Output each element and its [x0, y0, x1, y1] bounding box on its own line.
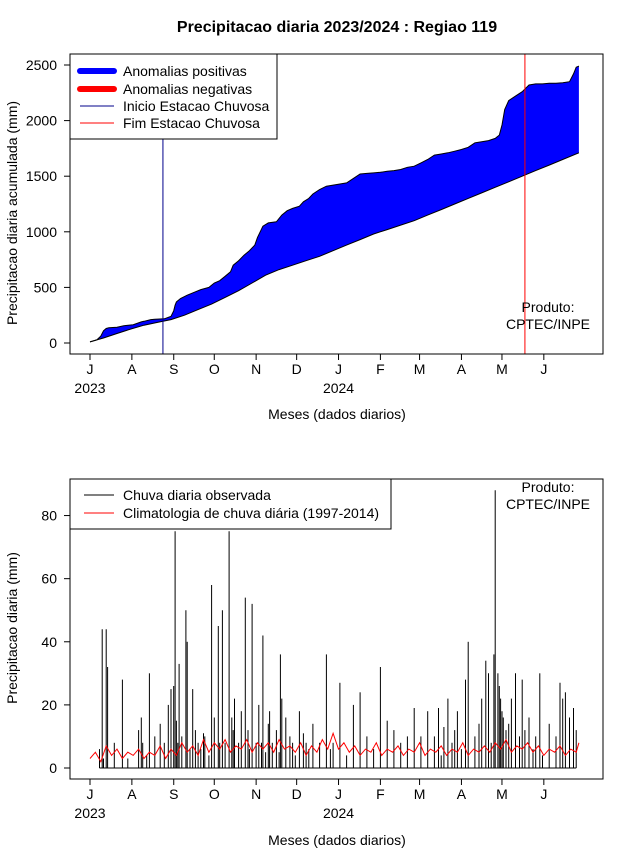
bottom-x-tick-label: J: [87, 786, 94, 802]
cumulative-chart: J A S O N D J F M A M J 2023 2024 0 500 1000 1500 2000 2500…: [4, 53, 604, 422]
bottom-x-tick-label: A: [127, 786, 137, 802]
top-x-tick-label: M: [414, 361, 426, 377]
legend-label-negative: Anomalias negativas: [123, 81, 252, 97]
top-x-tick-label: J: [87, 361, 94, 377]
top-y-tick-label: 0: [49, 335, 57, 351]
observed-cumulative-line: [89, 65, 580, 343]
bottom-x-axis-label: Meses (dados diarios): [268, 832, 406, 848]
bottom-year-label: 2024: [323, 805, 354, 821]
positive-anomaly-area: [90, 66, 579, 342]
legend-label-climatology: Climatologia de chuva diária (1997-2014): [123, 505, 379, 521]
top-legend: Anomalias positivas Anomalias negativas …: [69, 53, 278, 140]
top-annotation-line-2: CPTEC/INPE: [506, 316, 590, 332]
bottom-x-tick-label: F: [376, 786, 385, 802]
top-year-label: 2024: [323, 380, 354, 396]
top-y-tick-label: 2500: [26, 57, 57, 73]
top-x-axis-label: Meses (dados diarios): [268, 406, 406, 422]
top-x-tick-label: J: [335, 361, 342, 377]
top-y-tick-label: 1500: [26, 168, 57, 184]
top-x-tick-label: O: [209, 361, 220, 377]
bottom-y-tick-label: 40: [41, 634, 57, 650]
bottom-x-tick-label: S: [169, 786, 178, 802]
top-annotation-line-1: Produto:: [522, 299, 575, 315]
bottom-legend-box: [69, 478, 392, 530]
bottom-y-tick-label: 0: [49, 760, 57, 776]
bottom-annotation-line-2: CPTEC/INPE: [506, 496, 590, 512]
legend-label-positive: Anomalias positivas: [123, 63, 247, 79]
top-x-tick-label: J: [540, 361, 547, 377]
legend-label-end: Fim Estacao Chuvosa: [123, 115, 260, 131]
bottom-y-axis-label: Precipitacao diaria (mm): [4, 552, 20, 704]
chart-title: Precipitacao diaria 2023/2024 : Regiao 1…: [177, 19, 497, 36]
bottom-y-tick-label: 20: [41, 697, 57, 713]
top-year-label: 2023: [74, 380, 105, 396]
legend-label-observed: Chuva diaria observada: [123, 487, 271, 503]
top-x-tick-label: D: [292, 361, 302, 377]
bottom-x-tick-label: N: [251, 786, 261, 802]
top-y-tick-label: 1000: [26, 224, 57, 240]
climatology-daily-line: [89, 731, 580, 763]
bottom-year-label: 2023: [74, 805, 105, 821]
top-x-tick-label: S: [169, 361, 178, 377]
bottom-x-tick-label: O: [209, 786, 220, 802]
bottom-x-tick-label: D: [292, 786, 302, 802]
bottom-x-tick-label: M: [414, 786, 426, 802]
top-x-tick-label: A: [457, 361, 467, 377]
climatology-cumulative-line: [89, 152, 580, 343]
daily-chart: J A S O N D J F M A M J 2023 2024 0 20 40 60 80 Precipitac…: [4, 478, 604, 848]
bottom-x-tick-label: M: [496, 786, 508, 802]
top-y-axis-label: Precipitacao diaria acumulada (mm): [4, 101, 20, 325]
bottom-annotation-line-1: Produto:: [522, 479, 575, 495]
legend-label-start: Inicio Estacao Chuvosa: [123, 98, 270, 114]
top-x-tick-label: M: [496, 361, 508, 377]
bottom-y-tick-label: 60: [41, 571, 57, 587]
bottom-x-tick-label: J: [540, 786, 547, 802]
bottom-x-tick-label: A: [457, 786, 467, 802]
bottom-legend: Chuva diaria observada Climatologia de c…: [69, 478, 392, 530]
top-x-tick-label: N: [251, 361, 261, 377]
top-y-tick-label: 500: [34, 279, 58, 295]
bottom-y-tick-label: 80: [41, 508, 57, 524]
top-x-tick-label: F: [376, 361, 385, 377]
bottom-x-tick-label: J: [335, 786, 342, 802]
top-y-tick-label: 2000: [26, 113, 57, 129]
top-x-tick-label: A: [127, 361, 137, 377]
